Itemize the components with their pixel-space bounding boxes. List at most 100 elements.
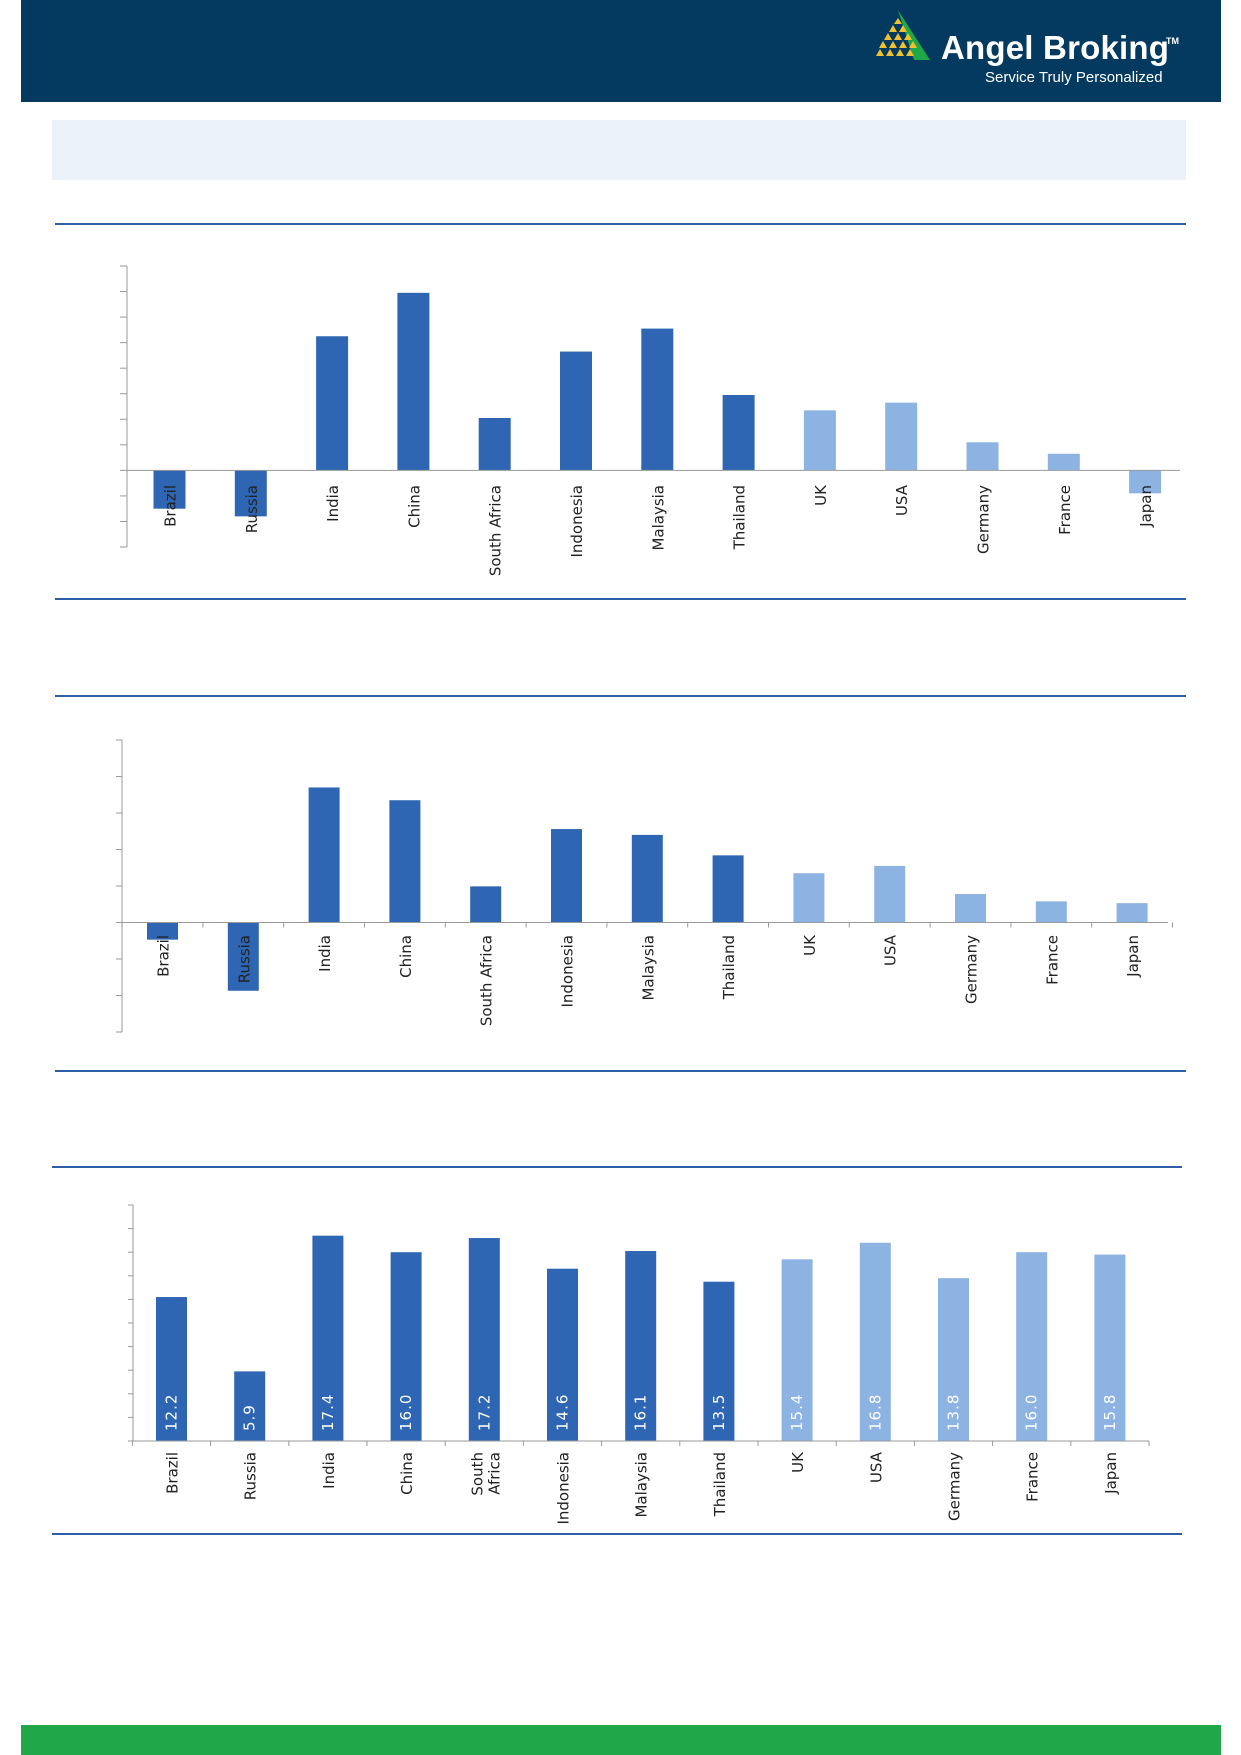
chart2-category-label-brazil: Brazil	[155, 935, 173, 977]
chart1-bar-japan	[1129, 470, 1162, 494]
chart1-category-label-thailand: Thailand	[731, 485, 749, 550]
chart1-category-label-uk: UK	[812, 484, 830, 506]
chart1-bar-south-africa	[478, 417, 511, 471]
chart3-bar-uk	[781, 1259, 813, 1441]
chart3-bar-japan	[1094, 1254, 1126, 1441]
chart2-category-label-indonesia: Indonesia	[559, 935, 577, 1008]
chart1-category-label-china: China	[405, 485, 423, 528]
chart3-data-label-usa: 16.8	[866, 1394, 884, 1431]
chart2-category-label-uk: UK	[801, 934, 819, 956]
chart2-bar-thailand	[712, 855, 744, 923]
chart3-data-label-uk: 15.4	[788, 1394, 806, 1431]
chart1-category-label-france: France	[1056, 485, 1074, 535]
section-banner	[52, 120, 1186, 180]
chart2-category-label-japan: Japan	[1124, 935, 1142, 978]
chart2-category-label-india: India	[316, 935, 334, 972]
chart2-bar-usa	[874, 865, 906, 923]
chart1-category-label-usa: USA	[893, 484, 911, 516]
chart3-bar-usa	[859, 1242, 891, 1441]
chart2-bar-china	[389, 800, 421, 923]
chart3-bar-south-africa	[468, 1238, 500, 1441]
footer-bar	[21, 1725, 1221, 1755]
chart3-category-label-brazil: Brazil	[164, 1452, 182, 1494]
chart3-category-label-india: India	[320, 1452, 338, 1489]
chart3-data-label-indonesia: 14.6	[554, 1394, 572, 1431]
chart2-category-label-france: France	[1043, 935, 1061, 985]
pyramid-logo-icon	[876, 10, 930, 60]
chart1-bar-malaysia	[641, 328, 674, 471]
chart3-bar-germany	[938, 1278, 969, 1441]
chart1-category-label-south-africa: South Africa	[487, 485, 505, 576]
chart2-bar-south-africa	[470, 886, 502, 923]
chart2-bar-russia	[227, 922, 259, 991]
chart3-data-label-malaysia: 16.1	[632, 1394, 650, 1431]
header-bar	[21, 0, 1221, 102]
chart3-data-label-france: 16.0	[1023, 1394, 1041, 1431]
chart2-top-rule	[55, 695, 1186, 697]
chart1-category-label-germany: Germany	[975, 485, 993, 554]
chart1-bar-france	[1047, 453, 1080, 471]
chart2-bar-uk	[793, 873, 825, 923]
chart2-bar-germany	[955, 894, 986, 923]
chart2-bar-india	[308, 787, 340, 923]
trademark: TM	[1166, 36, 1179, 46]
chart2-category-label-malaysia: Malaysia	[639, 935, 657, 1001]
chart3-data-label-japan: 15.8	[1101, 1394, 1119, 1431]
chart3-data-label-india: 17.4	[319, 1394, 337, 1431]
chart3-bar-russia	[234, 1371, 266, 1441]
chart2-category-label-usa: USA	[882, 934, 900, 966]
chart1-bar-china	[397, 292, 430, 471]
chart3-bottom-rule	[52, 1533, 1182, 1535]
chart2-category-label-thailand: Thailand	[720, 935, 738, 1000]
chart3-data-label-germany: 13.8	[945, 1394, 963, 1431]
chart2-category-label-south-africa: South Africa	[478, 935, 496, 1026]
chart3-data-label-south-africa: 17.2	[475, 1394, 493, 1431]
chart1-bar-usa	[885, 402, 918, 471]
chart1-bar-russia	[234, 470, 267, 517]
chart3-data-label-thailand: 13.5	[710, 1394, 728, 1431]
chart3-category-label-south-africa: SouthAfrica	[468, 1452, 503, 1496]
chart3-category-label-indonesia: Indonesia	[555, 1452, 573, 1525]
chart3-category-label-uk: UK	[789, 1451, 807, 1473]
chart2-bar-indonesia	[551, 829, 582, 923]
chart1-bottom-rule	[55, 598, 1186, 600]
chart3-bar-france	[1016, 1252, 1048, 1441]
chart3-bar-china	[390, 1252, 422, 1441]
chart2-category-label-russia: Russia	[235, 935, 253, 983]
chart2-bar-france	[1035, 901, 1067, 923]
chart2-bar-brazil	[147, 922, 178, 940]
chart2-bottom-rule	[55, 1070, 1186, 1072]
chart1-bar-brazil	[153, 470, 186, 509]
chart3-bar-indonesia	[547, 1268, 578, 1441]
chart3-data-label-russia: 5.9	[241, 1404, 259, 1431]
chart1-category-label-japan: Japan	[1137, 485, 1155, 528]
chart1-category-label-malaysia: Malaysia	[649, 485, 667, 551]
chart1-bar-india	[316, 336, 349, 471]
chart1-bar-uk	[803, 410, 836, 471]
chart1-category-label-russia: Russia	[243, 485, 261, 533]
chart1-bar-indonesia	[560, 351, 592, 471]
chart3-bar-brazil	[156, 1297, 187, 1441]
chart3-category-label-germany: Germany	[946, 1452, 964, 1521]
chart3-bar-malaysia	[625, 1251, 657, 1441]
chart3-category-label-france: France	[1024, 1452, 1042, 1502]
chart3-category-label-russia: Russia	[242, 1452, 260, 1500]
chart3-category-label-thailand: Thailand	[711, 1452, 729, 1517]
chart1-category-label-indonesia: Indonesia	[568, 485, 586, 558]
chart1-bar-thailand	[722, 395, 755, 471]
chart1-category-label-india: India	[324, 485, 342, 522]
brand-name: Angel Broking	[941, 29, 1170, 66]
chart3-category-label-japan: Japan	[1102, 1452, 1120, 1495]
chart3-category-label-usa: USA	[867, 1451, 885, 1483]
chart2-category-label-germany: Germany	[963, 935, 981, 1004]
chart2-bar-malaysia	[631, 834, 663, 923]
chart3-category-label-china: China	[398, 1452, 416, 1495]
chart3-category-label-malaysia: Malaysia	[633, 1452, 651, 1518]
chart3-top-rule	[52, 1166, 1182, 1168]
chart1-bar-germany	[966, 442, 999, 471]
chart2-category-label-china: China	[397, 935, 415, 978]
chart3-bar-thailand	[703, 1281, 735, 1441]
